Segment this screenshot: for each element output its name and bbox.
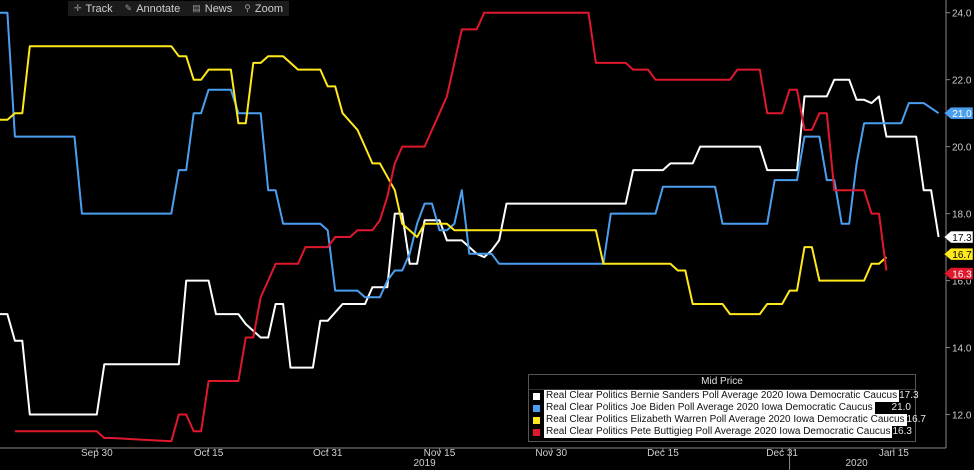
series-line <box>0 11 940 299</box>
chart-toolbar: ✛ Track ✎ Annotate ▤ News ⚲ Zoom <box>68 1 289 16</box>
last-value-tag-bg <box>943 106 974 120</box>
legend-series-value: 21.0 <box>891 402 911 413</box>
x-tick-label: Oct 31 <box>313 448 343 459</box>
x-tick-label: Dec 31 <box>766 448 798 459</box>
year-label: 2020 <box>845 458 868 469</box>
y-tick-label: 22.0 <box>952 76 972 87</box>
last-value-tag: 21.0 <box>943 106 974 120</box>
chart-lines <box>0 11 940 443</box>
y-axis: 12.0 14.0 16.0 18.0 20.0 22.0 24.0 <box>946 9 972 422</box>
last-value-tag-bg <box>943 230 974 244</box>
legend-series-name: Real Clear Politics Elizabeth Warren Pol… <box>544 414 907 426</box>
last-value-tag-bg <box>943 267 974 280</box>
news-button[interactable]: ▤ News <box>186 1 238 16</box>
last-value-label: 16.7 <box>952 250 972 261</box>
track-button[interactable]: ✛ Track <box>68 1 119 16</box>
last-value-label: 16.3 <box>952 270 972 281</box>
legend-series-name: Real Clear Politics Bernie Sanders Poll … <box>544 390 900 402</box>
news-label: News <box>204 2 233 15</box>
annotate-button[interactable]: ✎ Annotate <box>119 1 187 16</box>
y-tick-label: 12.0 <box>952 411 972 422</box>
legend-series-name: Real Clear Politics Pete Buttigieg Poll … <box>544 426 893 438</box>
legend-series-value: 17.3 <box>899 390 919 401</box>
x-tick-label: Sep 30 <box>81 448 113 459</box>
x-tick-label: Oct 15 <box>194 448 224 459</box>
last-value-tag-bg <box>943 247 974 261</box>
pencil-icon: ✎ <box>124 3 133 13</box>
last-value-label: 21.0 <box>952 109 972 120</box>
series-line <box>0 45 888 316</box>
y-tick-label: 18.0 <box>952 210 972 221</box>
y-tick-label: 20.0 <box>952 143 972 154</box>
last-value-labels: 17.3 21.0 16.7 16.3 <box>943 106 974 281</box>
series-line <box>14 11 888 443</box>
crosshair-icon: ✛ <box>74 3 82 13</box>
legend-series-value: 16.7 <box>906 414 926 425</box>
legend-item[interactable]: Real Clear Politics Bernie Sanders Poll … <box>529 390 919 402</box>
zoom-label: Zoom <box>254 2 283 15</box>
year-label: 2019 <box>413 458 436 469</box>
track-label: Track <box>85 2 113 15</box>
legend-swatch <box>533 428 540 436</box>
x-tick-label: Jan 15 <box>879 448 909 459</box>
y-tick-label: 24.0 <box>952 9 972 20</box>
x-tick-label: Nov 30 <box>535 448 567 459</box>
legend-item[interactable]: Real Clear Politics Pete Buttigieg Poll … <box>529 426 915 438</box>
legend-series-value: 16.3 <box>892 426 912 437</box>
chart-legend: Mid Price Real Clear Politics Bernie San… <box>528 374 926 442</box>
legend-title: Mid Price <box>529 375 915 390</box>
last-value-label: 17.3 <box>952 233 972 244</box>
x-tick-label: Dec 15 <box>647 448 679 459</box>
zoom-button[interactable]: ⚲ Zoom <box>238 1 289 16</box>
x-axis: Sep 30 Oct 15 Oct 31 Nov 15 Nov 30 Dec 15 Dec … <box>81 448 909 470</box>
last-value-tag: 16.3 <box>943 267 974 281</box>
series-line <box>0 78 940 416</box>
legend-item[interactable]: Real Clear Politics Joe Biden Poll Avera… <box>529 402 915 414</box>
legend-series-name: Real Clear Politics Joe Biden Poll Avera… <box>544 402 875 414</box>
legend-swatch <box>533 392 540 400</box>
x-tick-label: Nov 15 <box>424 448 456 459</box>
legend-swatch <box>533 416 540 424</box>
legend-swatch <box>533 404 540 412</box>
last-value-tag: 17.3 <box>943 230 974 244</box>
y-tick-label: 14.0 <box>952 344 972 355</box>
y-tick-label: 16.0 <box>952 277 972 288</box>
annotate-label: Annotate <box>136 2 181 15</box>
legend-item[interactable]: Real Clear Politics Elizabeth Warren Pol… <box>529 414 926 426</box>
news-icon: ▤ <box>192 3 201 13</box>
magnifier-icon: ⚲ <box>244 3 251 13</box>
last-value-tag: 16.7 <box>943 247 974 261</box>
